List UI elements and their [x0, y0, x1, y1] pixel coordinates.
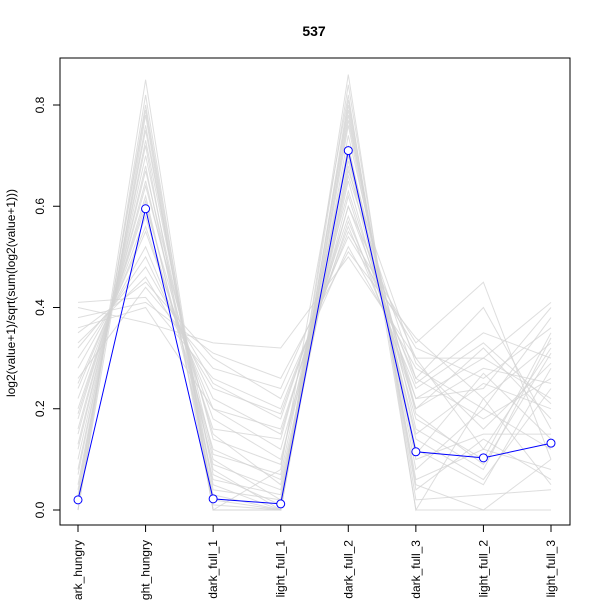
x-tick-label: dark_hungry [71, 540, 85, 600]
background-series-line [77, 84, 552, 511]
x-tick-label: light_full_2 [476, 540, 490, 598]
x-tick-label: light_hungry [139, 540, 153, 600]
background-series-line [77, 250, 552, 400]
highlight-point [208, 494, 218, 504]
x-tick-label: light_full_3 [544, 540, 558, 598]
background-series-line [77, 225, 552, 415]
x-tick-label: dark_full_1 [206, 540, 220, 599]
chart-title: 537 [302, 23, 326, 39]
x-tick-label: dark_full_3 [409, 540, 423, 599]
background-series-line [77, 214, 552, 420]
highlight-series-line [77, 150, 552, 505]
y-tick-label: 0.2 [33, 400, 47, 417]
y-tick-label: 0.0 [33, 501, 47, 518]
background-series-line [77, 74, 551, 511]
highlight-point [276, 499, 286, 509]
highlight-point [411, 447, 421, 457]
y-axis-title: log2(value+1)/sqrt(sum(log2(value+1))) [4, 189, 18, 397]
background-series-line [77, 94, 552, 512]
background-series-line [77, 135, 552, 511]
background-series-line [77, 168, 552, 491]
background-series-group [77, 74, 552, 512]
highlight-point [73, 495, 83, 505]
x-tick-label: light_full_1 [274, 540, 288, 598]
highlight-point [141, 204, 151, 214]
y-axis: 0.0 0.2 0.4 0.6 0.8 [33, 96, 61, 518]
y-tick-label: 0.4 [33, 299, 47, 316]
x-axis: dark_hungry light_hungry dark_full_1 light_… [71, 524, 558, 600]
highlight-series-group [73, 146, 556, 509]
y-tick-label: 0.6 [33, 198, 47, 215]
background-series-line [77, 150, 552, 476]
background-series-line [77, 99, 552, 511]
y-tick-label: 0.8 [33, 96, 47, 113]
highlight-point [546, 438, 556, 448]
highlight-point [343, 146, 353, 156]
highlight-point [478, 453, 488, 463]
x-tick-label: dark_full_2 [341, 540, 355, 599]
